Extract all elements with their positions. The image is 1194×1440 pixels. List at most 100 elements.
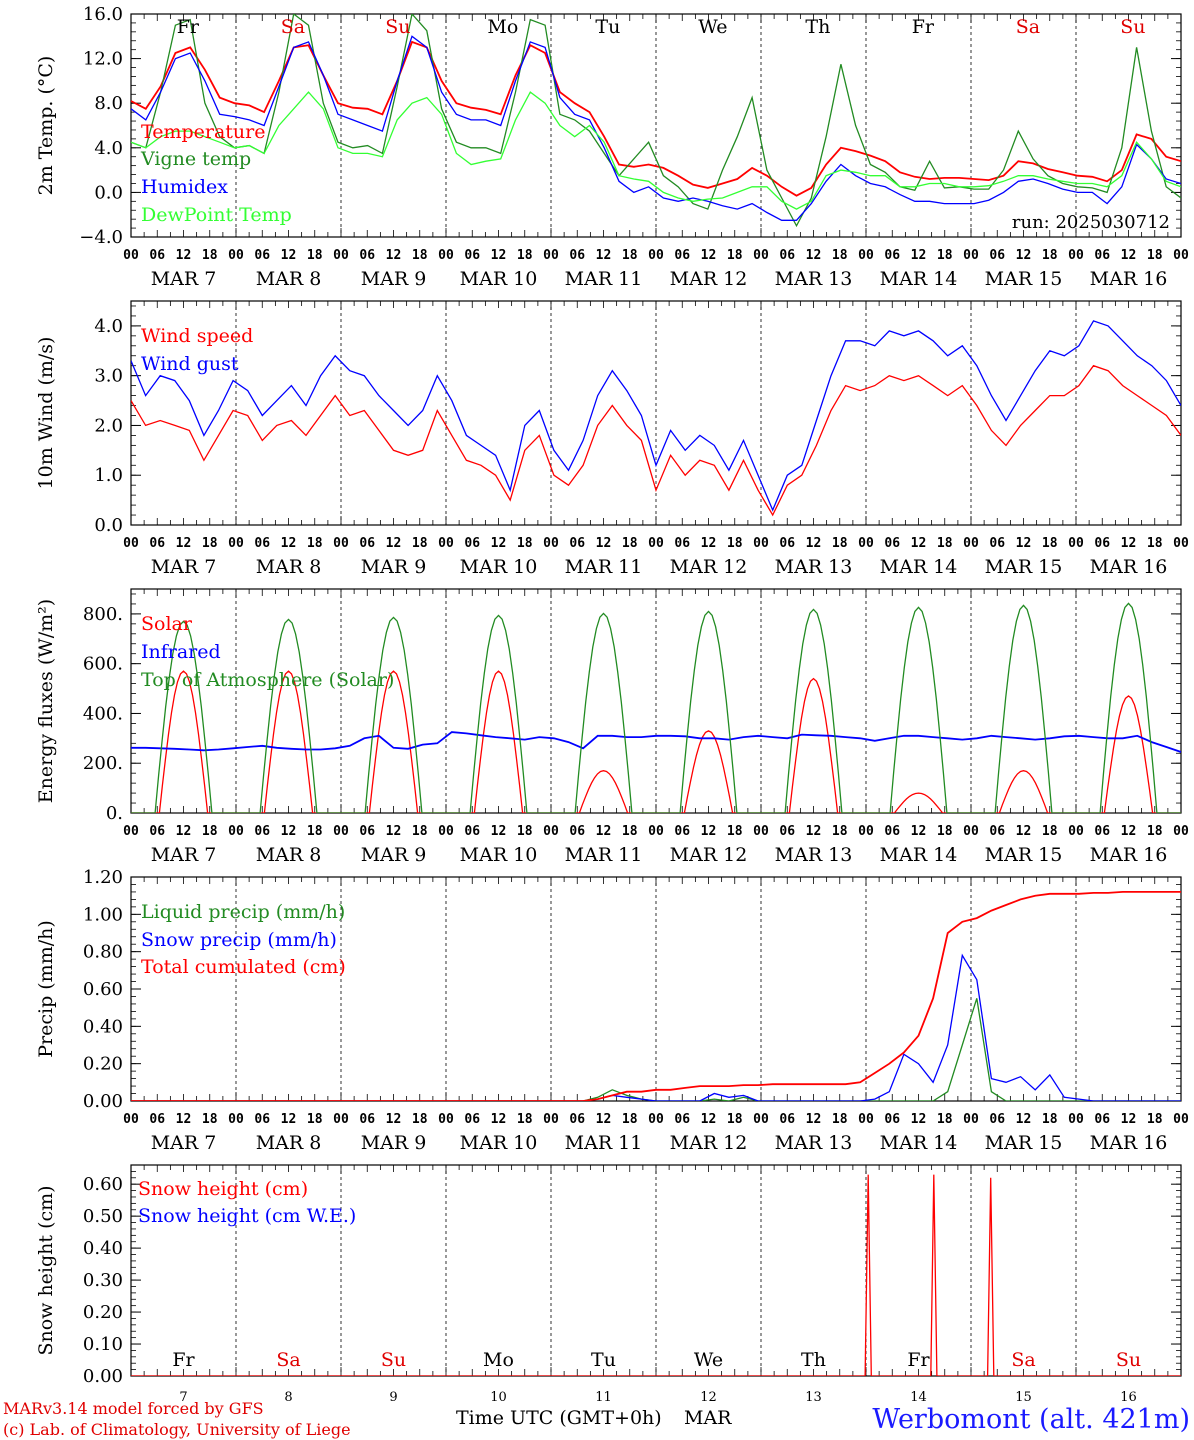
x-hour-label: 18 [937,248,953,263]
x-hour-label: 12 [176,1112,192,1127]
x-date-label: MAR 10 [460,1132,538,1154]
series-line [131,731,1181,753]
x-hour-label: 00 [858,1112,874,1127]
x-hour-label: 18 [1147,1112,1163,1127]
x-hour-label: 00 [753,536,769,551]
x-axis-label: Time UTC (GMT+0h) [456,1407,662,1429]
y-tick-label: 3.0 [94,366,123,387]
x-date-label: MAR 14 [880,844,958,866]
footer-model: MARv3.14 model forced by GFS [3,1399,264,1418]
x-hour-label: 00 [1173,824,1189,839]
x-hour-label: 12 [701,536,717,551]
legend-entry: Infrared [141,641,221,663]
day-name: Tu [595,16,620,38]
x-hour-label: 18 [1147,824,1163,839]
x-hour-label: 12 [806,1112,822,1127]
x-date-label: MAR 9 [361,556,427,578]
x-hour-label: 18 [727,1112,743,1127]
x-hour-label: 12 [1121,536,1137,551]
x-date-label: MAR 15 [985,1132,1063,1154]
x-hour-label: 00 [228,1112,244,1127]
x-hour-label: 18 [937,1112,953,1127]
series-line [131,364,1181,517]
x-hour-label: 00 [1068,536,1084,551]
x-hour-label: 18 [622,248,638,263]
day-name: Tu [591,1349,616,1371]
x-hour-label: 00 [123,824,139,839]
series-line [131,35,1181,221]
day-name: Fr [912,16,935,38]
x-date-label: MAR 8 [256,268,322,290]
day-name: Sa [281,16,305,38]
x-hour-label: 06 [359,824,375,839]
x-hour-label: 06 [884,536,900,551]
x-hour-label: 18 [307,1112,323,1127]
x-hour-label: 12 [1121,248,1137,263]
y-tick-label: 12.0 [83,49,123,70]
x-hour-label: 12 [806,824,822,839]
x-hour-label: 00 [333,248,349,263]
x-hour-label: 12 [1121,1112,1137,1127]
x-hour-label: 06 [254,248,270,263]
x-hour-label: 06 [569,1112,585,1127]
x-hour-label: 06 [359,1112,375,1127]
x-axis-month: MAR [684,1407,732,1429]
legend-entry: Vigne temp [140,148,251,170]
x-hour-label: 12 [176,824,192,839]
x-hour-label: 06 [989,1112,1005,1127]
x-hour-label: 18 [202,536,218,551]
y-tick-label: 0.00 [83,1091,123,1112]
x-hour-label: 00 [1068,248,1084,263]
x-hour-label: 12 [1016,1112,1032,1127]
plot-frame [130,588,1182,814]
x-date-label: MAR 16 [1090,556,1168,578]
x-hour-label: 00 [543,536,559,551]
x-hour-label: 00 [438,248,454,263]
x-date-label: MAR 11 [565,268,643,290]
x-date-label: MAR 14 [880,268,958,290]
x-hour-label: 00 [1173,248,1189,263]
x-hour-label: 12 [701,248,717,263]
y-tick-label: 4.0 [94,316,123,337]
y-tick-label: 0.0 [94,515,123,536]
panel-4 [130,876,1182,1102]
x-hour-label: 18 [1042,536,1058,551]
x-hour-label: 18 [202,1112,218,1127]
x-hour-label: 18 [832,248,848,263]
x-hour-label: 00 [858,248,874,263]
legend-entry: Solar [141,613,193,635]
legend-entry: Snow height (cm W.E.) [138,1205,356,1227]
x-hour-label: 18 [517,824,533,839]
x-date-label: MAR 11 [565,556,643,578]
y-tick-label: 400. [83,703,123,724]
x-hour-label: 18 [1042,824,1058,839]
y-tick-label: 1.00 [83,904,123,925]
x-hour-label: 00 [543,1112,559,1127]
y-tick-label: 600. [83,654,123,675]
x-hour-label: 06 [149,248,165,263]
x-date-label: MAR 13 [775,268,853,290]
x-date-label: MAR 13 [775,844,853,866]
x-hour-label: 18 [202,248,218,263]
legend-entry: Wind speed [141,325,253,347]
y-axis-label: Precip (mm/h) [35,920,57,1058]
x-hour-label: 12 [176,248,192,263]
x-hour-label: 12 [1016,824,1032,839]
day-number: 13 [805,1390,822,1405]
y-axis-label: 2m Temp. (°C) [35,56,57,196]
day-name: We [698,16,727,38]
x-hour-label: 06 [359,248,375,263]
x-hour-label: 06 [884,824,900,839]
x-hour-label: 18 [412,1112,428,1127]
x-hour-label: 00 [963,536,979,551]
y-tick-label: 0.10 [83,1334,123,1355]
x-hour-label: 00 [1173,1112,1189,1127]
x-date-label: MAR 16 [1090,844,1168,866]
y-axis-label: Energy fluxes (W/m²) [35,599,57,803]
x-hour-label: 12 [596,248,612,263]
x-hour-label: 00 [753,1112,769,1127]
y-tick-label: 0.60 [83,1174,123,1195]
day-name: Mo [483,1349,514,1371]
x-hour-label: 12 [176,536,192,551]
series-group [131,1174,1181,1376]
